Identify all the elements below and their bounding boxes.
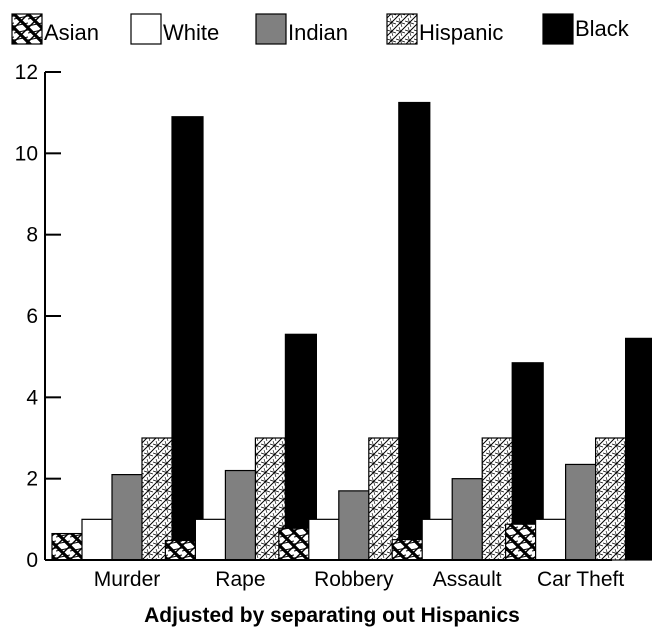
y-tick-label-12: 12	[15, 61, 38, 84]
bar-rape-white	[194, 518, 227, 561]
bar-assault-indian	[451, 478, 484, 561]
y-axis: 0 2 4 6 8 10 12	[15, 61, 61, 572]
y-tick-label-8: 8	[26, 224, 38, 247]
legend-label-white: White	[163, 20, 219, 45]
x-tick-label-rape: Rape	[215, 568, 265, 591]
bar-murder-indian	[111, 474, 144, 561]
y-tick-label-6: 6	[26, 305, 38, 328]
legend-label-black: Black	[575, 16, 630, 41]
bar-murder-hispanic	[141, 437, 174, 561]
legend: Asian White Indian Hispanic Black	[11, 13, 630, 45]
bar-car-theft-asian	[505, 523, 538, 561]
bar-rape-asian	[164, 539, 197, 561]
legend-swatch-white	[130, 13, 162, 45]
bar-robbery-white	[308, 518, 341, 561]
bar-car-theft-indian	[564, 463, 598, 561]
legend-label-hispanic: Hispanic	[419, 20, 503, 45]
bar-car-theft-white	[534, 518, 568, 561]
bar-assault-white	[421, 518, 454, 561]
legend-label-indian: Indian	[288, 20, 348, 45]
bar-robbery-indian	[338, 490, 371, 561]
x-tick-label-assault: Assault	[433, 568, 502, 591]
x-tick-label-robbery: Robbery	[314, 568, 394, 591]
bar-robbery-black	[398, 101, 431, 561]
legend-swatch-asian	[11, 13, 43, 45]
bar-murder-white	[81, 518, 114, 561]
bar-car-theft-hispanic	[594, 437, 628, 561]
y-tick-label-4: 4	[26, 386, 38, 409]
legend-swatch-indian	[255, 13, 287, 45]
x-axis: Murder Rape Robbery Assault Car Theft	[45, 559, 624, 591]
bar-assault-asian	[391, 539, 424, 561]
y-tick-label-2: 2	[26, 468, 38, 491]
bar-robbery-asian	[278, 527, 311, 561]
bar-murder-black	[171, 116, 204, 561]
x-tick-label-car-theft: Car Theft	[537, 568, 624, 591]
y-tick-label-0: 0	[26, 549, 38, 572]
bars	[51, 101, 652, 561]
bar-murder-asian	[51, 532, 84, 561]
legend-label-asian: Asian	[44, 20, 99, 45]
x-axis-label: Adjusted by separating out Hispanics	[144, 604, 520, 627]
x-tick-label-murder: Murder	[94, 568, 161, 591]
bar-car-theft-black	[624, 337, 652, 561]
bar-rape-indian	[224, 469, 257, 561]
legend-swatch-hispanic	[386, 13, 418, 45]
legend-swatch-black	[542, 13, 574, 45]
y-tick-label-10: 10	[15, 142, 38, 165]
